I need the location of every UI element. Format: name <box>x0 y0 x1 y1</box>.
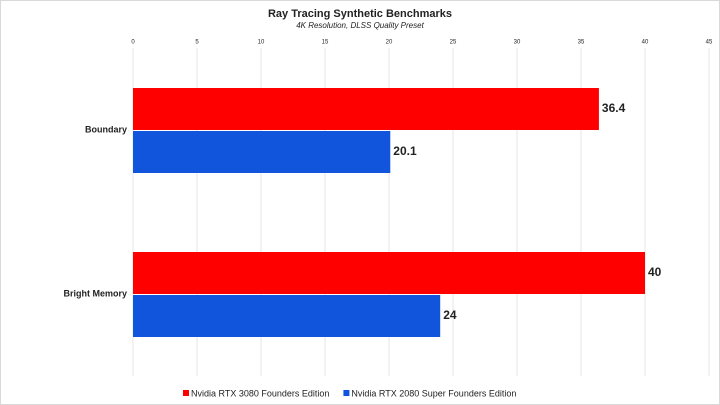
legend-swatch <box>343 390 350 396</box>
x-tick-label: 40 <box>642 40 649 46</box>
x-tick-label: 5 <box>195 40 199 46</box>
data-label: 20.1 <box>393 144 417 158</box>
data-label: 36.4 <box>602 101 626 115</box>
y-tick-label: Boundary <box>85 124 127 134</box>
chart-subtitle: 4K Resolution, DLSS Quality Preset <box>296 21 424 30</box>
legend-label: Nvidia RTX 2080 Super Founders Edition <box>351 388 516 398</box>
bar <box>133 252 645 294</box>
data-label: 24 <box>443 308 457 322</box>
legend-label: Nvidia RTX 3080 Founders Edition <box>191 388 329 398</box>
y-tick-label: Bright Memory <box>63 288 127 298</box>
x-tick-label: 30 <box>514 40 521 46</box>
legend-swatch <box>183 390 189 396</box>
chart-title: Ray Tracing Synthetic Benchmarks <box>268 8 452 20</box>
x-tick-label: 35 <box>578 40 585 46</box>
x-tick-label: 0 <box>131 40 135 46</box>
bar <box>133 131 391 173</box>
x-tick-label: 20 <box>386 40 393 46</box>
x-tick-label: 25 <box>450 40 457 46</box>
x-tick-label: 10 <box>258 40 265 46</box>
bar <box>133 88 599 130</box>
bar <box>133 295 441 337</box>
data-label: 40 <box>648 265 662 279</box>
x-tick-label: 15 <box>322 40 329 46</box>
x-tick-label: 45 <box>706 40 713 46</box>
